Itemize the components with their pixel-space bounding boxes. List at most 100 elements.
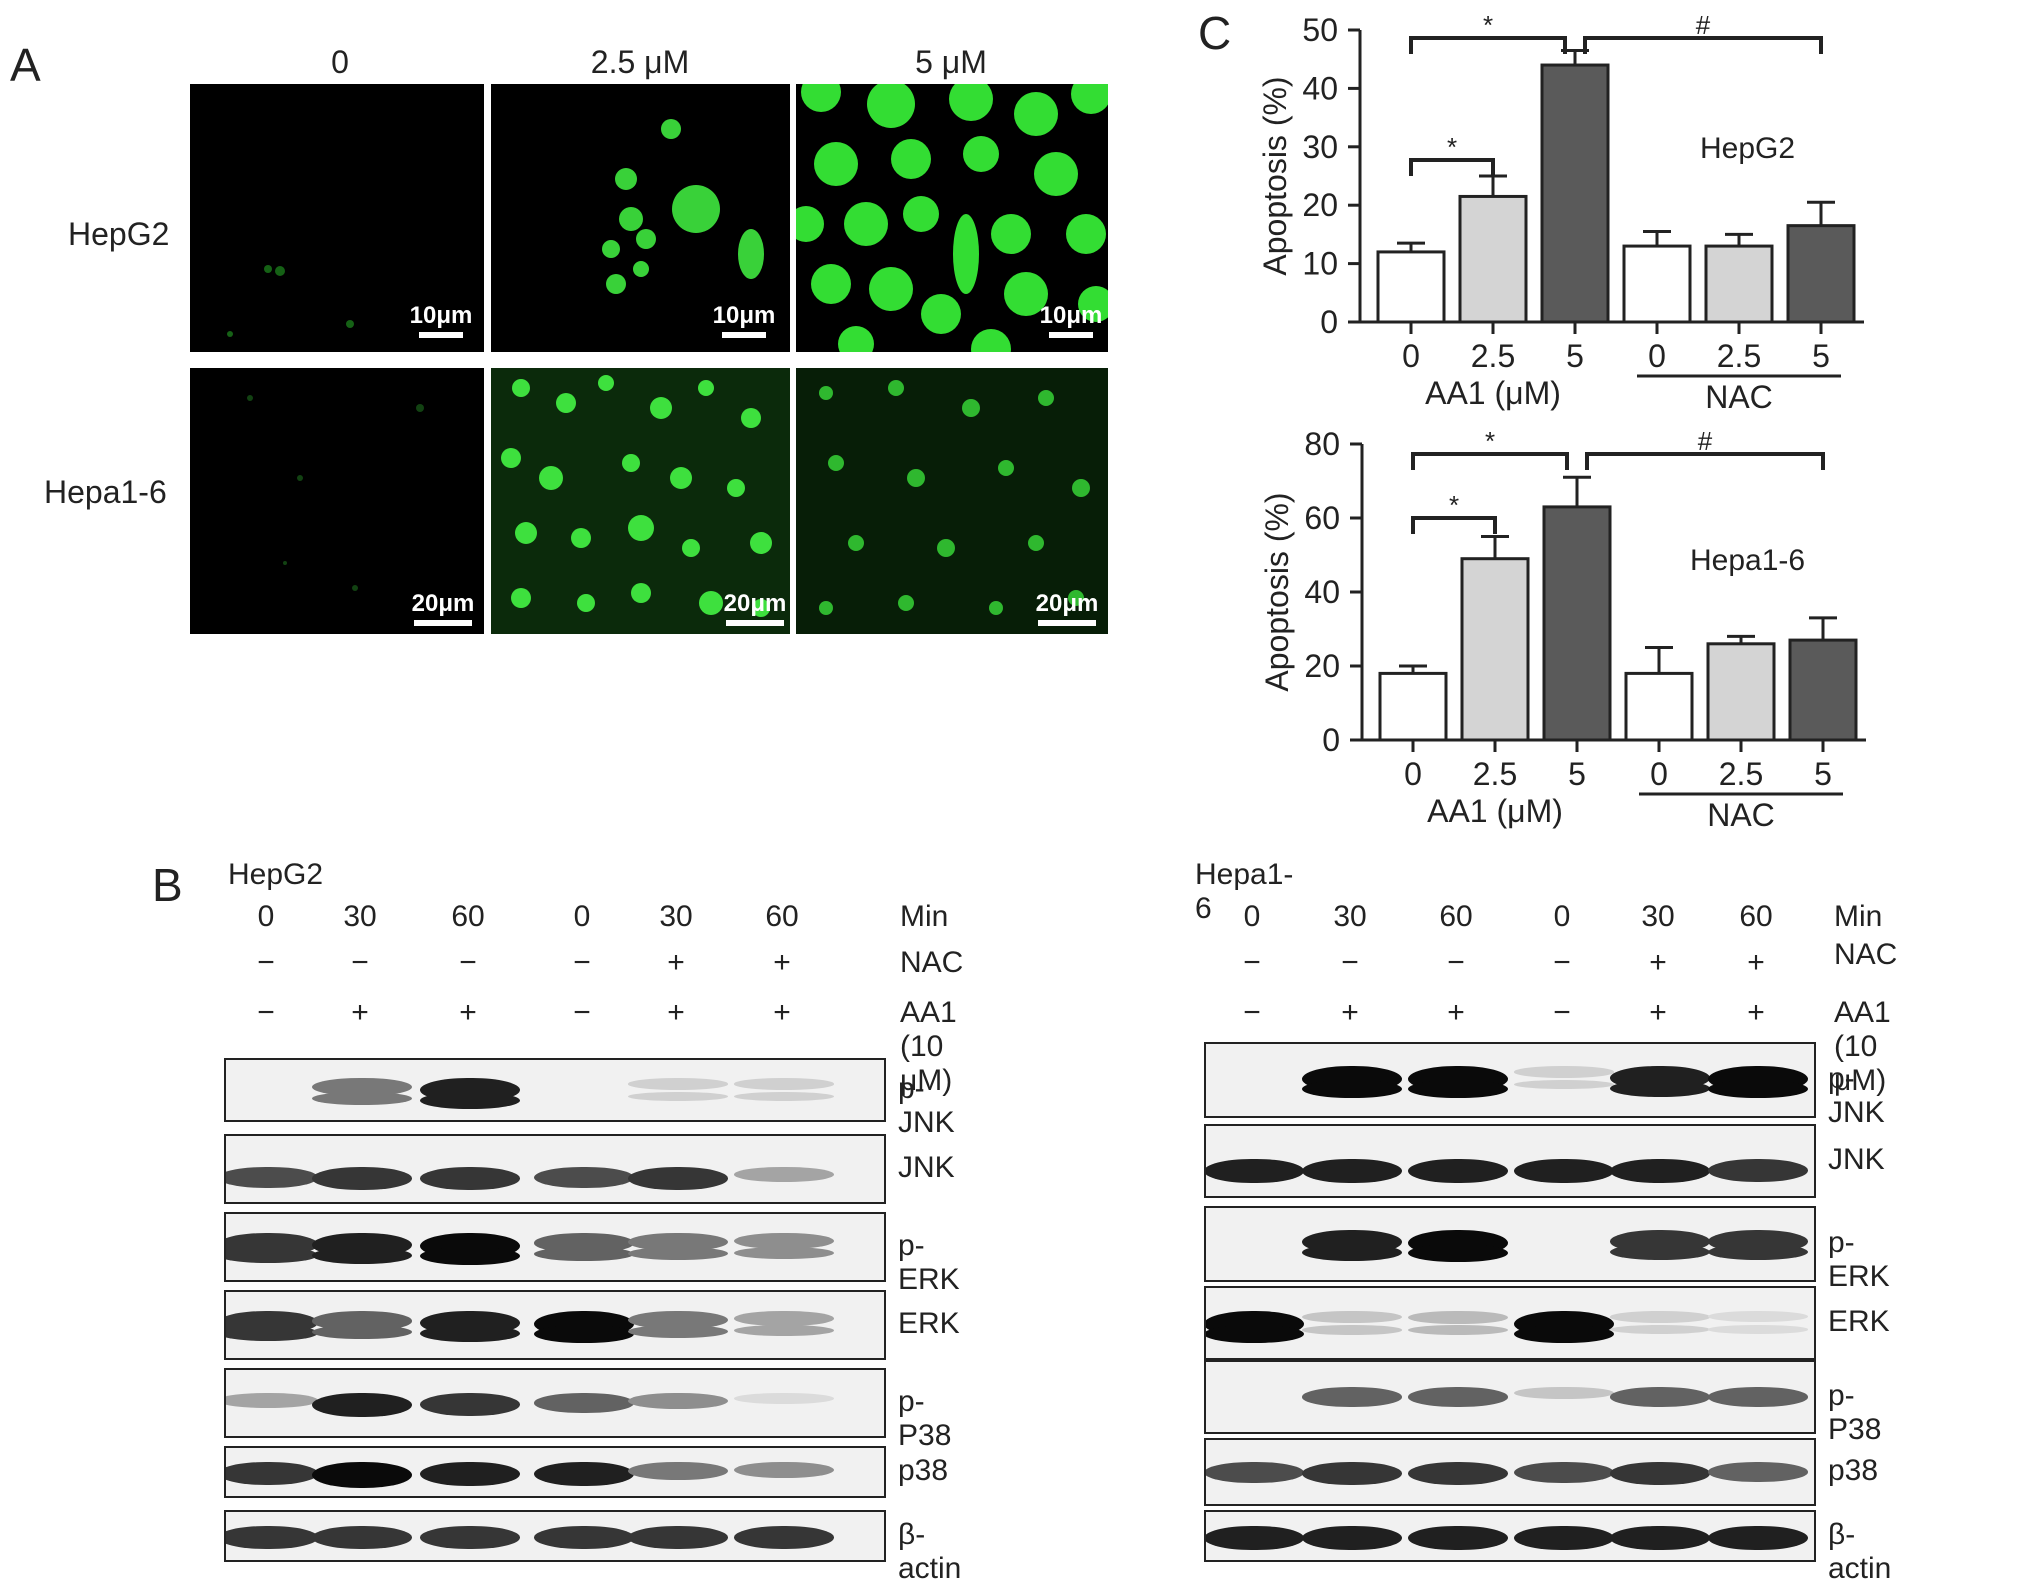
micrograph-hepg2-0 <box>190 84 484 352</box>
x-tick-label: 5 <box>1812 338 1830 374</box>
col-label-2-5: 2.5 μM <box>590 44 690 80</box>
scale-bar-hepa1-6-5: 20μm <box>1030 590 1104 626</box>
band <box>628 1393 728 1410</box>
micrograph-hepa1-6-2-5 <box>491 368 790 634</box>
band <box>226 1325 318 1341</box>
band <box>1610 1462 1710 1485</box>
band <box>1708 1387 1808 1407</box>
band <box>1302 1462 1402 1485</box>
significance-mark: * <box>1447 132 1457 162</box>
band <box>312 1526 412 1549</box>
blot-strip <box>224 1212 886 1282</box>
band <box>734 1092 834 1101</box>
band <box>1610 1325 1710 1334</box>
nac-sign: + <box>773 946 791 979</box>
row-label-hepa1-6: Hepa1-6 <box>44 474 167 510</box>
band <box>1206 1325 1304 1343</box>
x-tick-label: 2.5 <box>1719 756 1763 792</box>
aa1-sign: + <box>773 996 791 1029</box>
band <box>1514 1080 1614 1089</box>
significance-mark: # <box>1696 10 1711 40</box>
aa1-label: AA1 (10 μM) <box>900 996 957 1097</box>
bar <box>1624 671 1694 742</box>
nac-sign: − <box>573 946 591 979</box>
bar <box>1786 224 1856 324</box>
time-label: 60 <box>451 900 485 933</box>
aa1-label: AA1 (10 μM) <box>1834 996 1891 1097</box>
band <box>1514 1387 1614 1400</box>
y-tick-label: 30 <box>1302 129 1338 165</box>
band <box>1408 1387 1508 1407</box>
significance-bracket <box>1411 516 1497 534</box>
panel-a-letter: A <box>10 39 41 91</box>
bar <box>1540 63 1610 324</box>
band <box>1302 1526 1402 1551</box>
x-tick-label: 2.5 <box>1473 756 1517 792</box>
band <box>420 1526 520 1549</box>
y-tick-label: 60 <box>1304 500 1340 536</box>
band <box>628 1462 728 1480</box>
x-tick-label: 0 <box>1402 338 1420 374</box>
band <box>1708 1311 1808 1322</box>
band <box>734 1526 834 1549</box>
blot-strip <box>224 1134 886 1204</box>
band <box>1408 1526 1508 1551</box>
aa1-sign: − <box>573 996 591 1029</box>
aa1-sign: − <box>1553 996 1571 1029</box>
cell-line-label: HepG2 <box>228 858 324 891</box>
nac-sign: + <box>1649 946 1667 979</box>
band <box>628 1311 728 1329</box>
band <box>312 1393 412 1418</box>
band <box>1408 1080 1508 1098</box>
time-label: 30 <box>1333 900 1367 933</box>
aa1-sign: + <box>1649 996 1667 1029</box>
chart-title: HepG2 <box>1700 132 1795 165</box>
time-label: 60 <box>1439 900 1473 933</box>
nac-sign: + <box>1747 946 1765 979</box>
band <box>1610 1159 1710 1184</box>
band <box>1514 1066 1614 1078</box>
band <box>734 1311 834 1326</box>
blot-label: p-JNK <box>898 1072 955 1139</box>
band <box>226 1462 318 1485</box>
time-label: 60 <box>765 900 799 933</box>
scale-bar-hepg2-2-5: 10μm <box>706 302 782 338</box>
band <box>1610 1244 1710 1260</box>
band <box>312 1462 412 1488</box>
band <box>628 1078 728 1090</box>
x-tick-label: 5 <box>1566 338 1584 374</box>
nac-sign: − <box>1243 946 1261 979</box>
band <box>1408 1462 1508 1485</box>
band <box>226 1247 318 1263</box>
band <box>420 1167 520 1190</box>
nac-sign: − <box>1553 946 1571 979</box>
band <box>628 1247 728 1260</box>
x-tick-label: 5 <box>1568 756 1586 792</box>
blot-label: JNK <box>898 1151 955 1184</box>
significance-bracket <box>1409 36 1567 54</box>
time-label: 30 <box>1641 900 1675 933</box>
nac-sign: − <box>1447 946 1465 979</box>
y-tick-label: 10 <box>1302 246 1338 282</box>
bar <box>1542 505 1612 742</box>
panel-b-letter: B <box>152 859 183 911</box>
band <box>1708 1462 1808 1482</box>
time-unit-label: Min <box>1834 900 1883 933</box>
bar <box>1376 250 1446 324</box>
band <box>312 1078 412 1096</box>
blot-label: p38 <box>1828 1454 1879 1487</box>
blot-label: p-ERK <box>1828 1226 1890 1293</box>
y-tick-label: 0 <box>1322 722 1340 758</box>
band <box>734 1233 834 1250</box>
band <box>1708 1325 1808 1334</box>
col-label-0: 0 <box>331 44 349 80</box>
significance-bracket <box>1583 36 1823 54</box>
aa1-sign: − <box>1243 996 1261 1029</box>
band <box>420 1247 520 1265</box>
blot-label: p-JNK <box>1828 1062 1885 1129</box>
band <box>1408 1159 1508 1184</box>
nac-group-label: NAC <box>1705 379 1773 415</box>
bar <box>1378 671 1448 742</box>
